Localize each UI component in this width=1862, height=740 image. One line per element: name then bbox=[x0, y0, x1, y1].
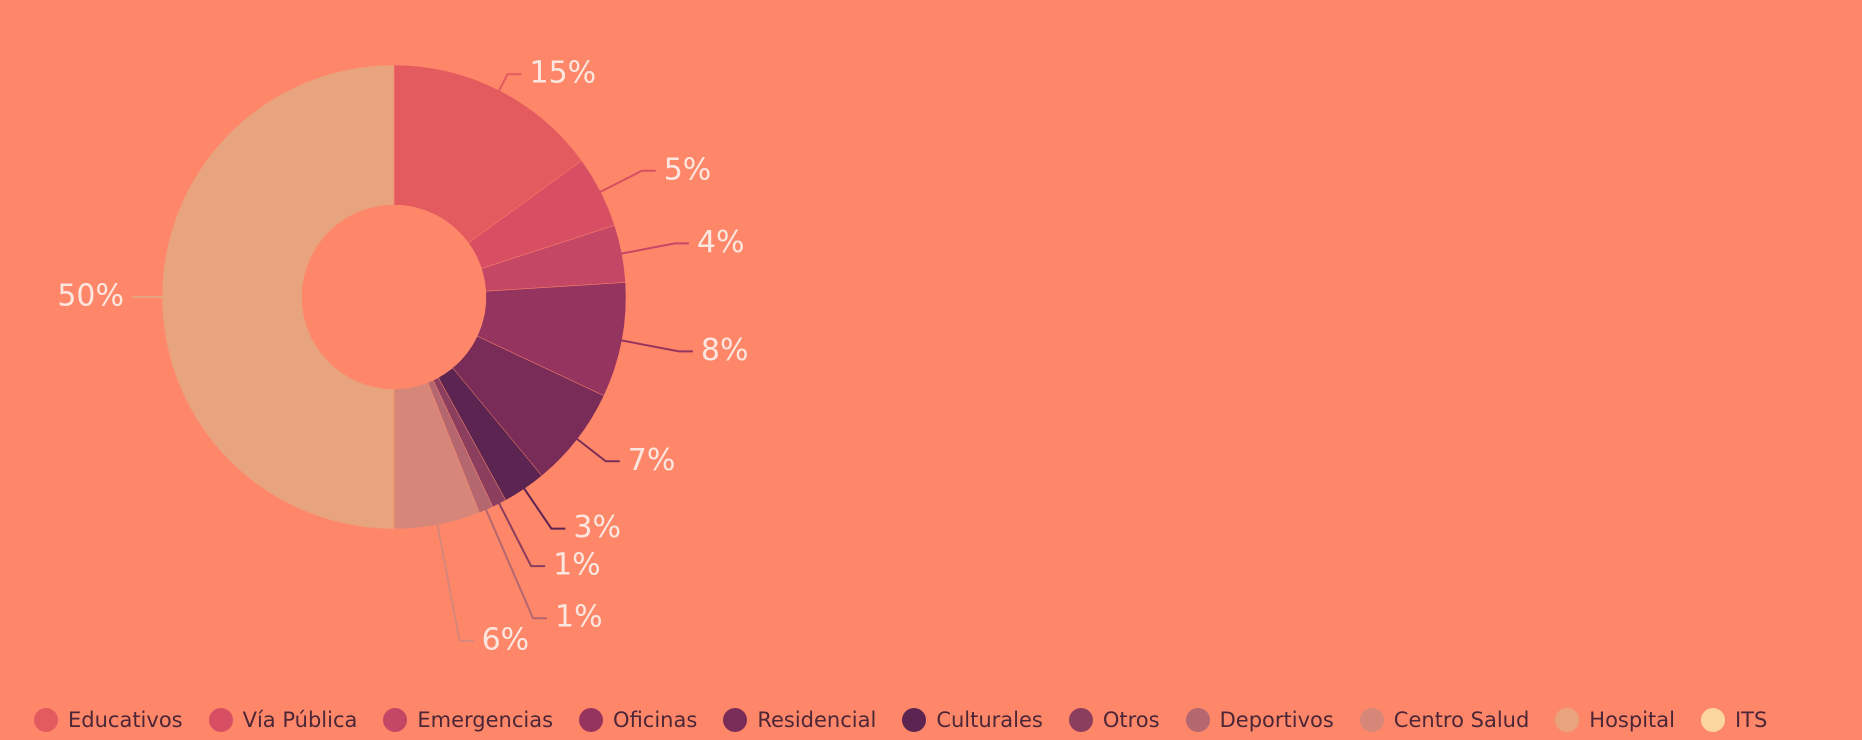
legend-label-deportivos: Deportivos bbox=[1219, 708, 1334, 732]
slice-educativos[interactable] bbox=[393, 64, 583, 244]
leader-line-via-publica bbox=[596, 169, 656, 195]
leader-line-deportivos bbox=[483, 505, 548, 620]
legend-item-via-publica[interactable]: Vía Pública bbox=[208, 708, 358, 732]
legend-item-educativos[interactable]: Educativos bbox=[34, 708, 183, 732]
legend-swatch-emergencias bbox=[383, 708, 408, 732]
legend-item-residencial[interactable]: Residencial bbox=[723, 708, 876, 732]
leader-line-otros bbox=[496, 499, 546, 568]
legend-label-emergencias: Emergencias bbox=[417, 708, 554, 732]
legend-swatch-educativos bbox=[34, 708, 58, 732]
label-residencial: 7% bbox=[628, 443, 676, 478]
label-oficinas: 8% bbox=[701, 333, 749, 368]
legend-label-oficinas: Oficinas bbox=[613, 708, 698, 732]
label-via-publica: 5% bbox=[664, 152, 712, 187]
legend-swatch-centro-salud bbox=[1359, 708, 1384, 732]
leader-line-educativos bbox=[496, 73, 522, 95]
label-centro-salud: 6% bbox=[482, 622, 530, 657]
legend-swatch-deportivos bbox=[1185, 708, 1210, 732]
legend-item-oficinas[interactable]: Oficinas bbox=[579, 708, 697, 732]
leader-line-centro-salud bbox=[435, 520, 474, 642]
leader-line-residencial bbox=[573, 435, 620, 463]
legend-item-culturales[interactable]: Culturales bbox=[902, 708, 1043, 732]
slice-hospital[interactable] bbox=[161, 64, 395, 530]
legend-label-educativos: Educativos bbox=[68, 708, 183, 732]
leader-line-oficinas bbox=[617, 338, 693, 353]
label-educativos: 15% bbox=[529, 56, 596, 91]
legend-swatch-via-publica bbox=[208, 708, 233, 732]
label-deportivos: 1% bbox=[555, 600, 603, 635]
legend-label-culturales: Culturales bbox=[936, 708, 1043, 732]
legend-item-deportivos[interactable]: Deportivos bbox=[1185, 708, 1334, 732]
legend-label-residencial: Residencial bbox=[757, 708, 877, 732]
legend-label-hospital: Hospital bbox=[1589, 708, 1675, 732]
label-otros: 1% bbox=[553, 548, 601, 583]
legend-swatch-oficinas bbox=[579, 708, 604, 732]
label-hospital: 50% bbox=[57, 279, 124, 314]
legend-label-centro-salud: Centro Salud bbox=[1393, 708, 1530, 732]
legend-label-via-publica: Vía Pública bbox=[242, 708, 358, 732]
legend-item-centro-salud[interactable]: Centro Salud bbox=[1359, 708, 1530, 732]
label-culturales: 3% bbox=[573, 510, 621, 545]
legend-item-otros[interactable]: Otros bbox=[1068, 708, 1160, 732]
legend-item-emergencias[interactable]: Emergencias bbox=[383, 708, 553, 732]
leader-line-culturales bbox=[521, 485, 566, 530]
legend-label-its: ITS bbox=[1734, 708, 1768, 732]
legend-swatch-culturales bbox=[902, 708, 927, 732]
legend-item-its[interactable]: ITS bbox=[1700, 708, 1768, 732]
legend-swatch-residencial bbox=[723, 708, 748, 732]
legend-swatch-its bbox=[1700, 708, 1725, 732]
label-emergencias: 4% bbox=[697, 225, 745, 260]
legend-item-hospital[interactable]: Hospital bbox=[1555, 708, 1675, 732]
leader-line-emergencias bbox=[617, 242, 689, 256]
legend-swatch-hospital bbox=[1555, 708, 1580, 732]
chart-legend: Educativos Vía Pública Emergencias Oficinas… bbox=[0, 700, 1862, 740]
legend-label-otros: Otros bbox=[1102, 708, 1160, 732]
legend-swatch-otros bbox=[1068, 708, 1093, 732]
plot-area: 15%5%4%8%7%3%1%1%6%50% bbox=[57, 56, 749, 657]
